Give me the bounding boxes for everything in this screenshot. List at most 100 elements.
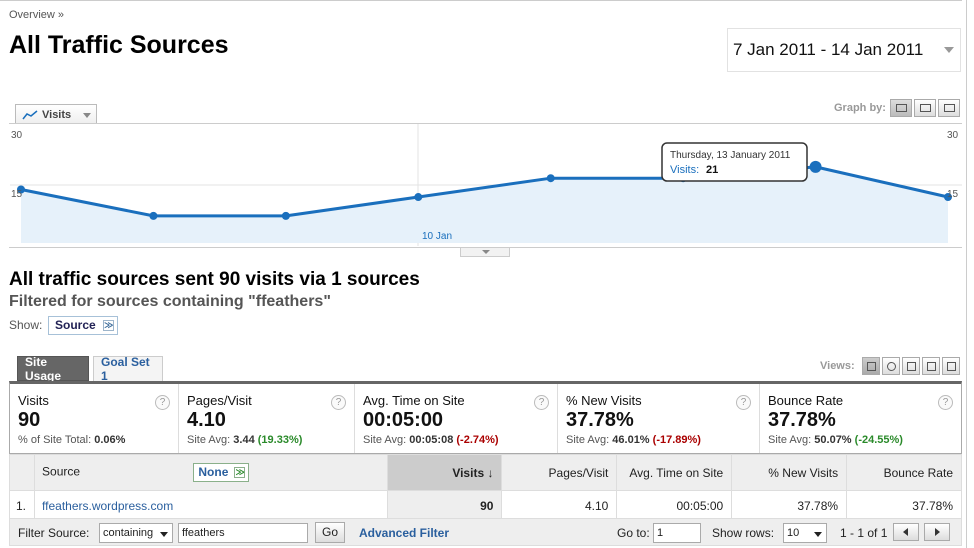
header-pages-visit[interactable]: Pages/Visit (501, 454, 618, 491)
metric-value: 90 (18, 409, 41, 431)
right-border (966, 0, 967, 548)
chevron-right-icon (935, 528, 940, 536)
metric-sub-value: 46.01% (612, 434, 650, 446)
row-pages-visit: 4.10 (501, 490, 618, 521)
date-range-picker[interactable]: 7 Jan 2011 - 14 Jan 2011 (727, 28, 961, 72)
row-new-visits: 37.78% (731, 490, 848, 521)
month-icon (944, 104, 955, 112)
table-header-row: Source None ≫ Visits ↓ Pages/Visit Avg. T… (8, 454, 962, 491)
metric-bounce-rate[interactable]: Bounce Rate 37.78% Site Avg: 50.07% (-24… (760, 384, 961, 453)
chart-point-7[interactable] (809, 160, 822, 173)
chart-point-5[interactable] (546, 174, 555, 183)
chart-point-1[interactable] (17, 185, 25, 194)
header-visits[interactable]: Visits ↓ (386, 454, 503, 491)
metric-visits[interactable]: Visits 90 % of Site Total: 0.06% ? (10, 384, 179, 453)
chart-point-8[interactable] (944, 193, 952, 202)
help-icon[interactable]: ? (155, 395, 170, 410)
goto-input[interactable]: 1 (653, 523, 701, 543)
chart-tooltip: Thursday, 13 January 2011 Visits: 21 (661, 142, 808, 182)
metric-value: 4.10 (187, 409, 226, 431)
metric-label: Pages/Visit (187, 393, 252, 408)
chevron-down-icon (83, 113, 91, 118)
goto-label: Go to: (617, 526, 650, 540)
line-chart-icon (22, 109, 38, 119)
visits-chart: 30 15 30 15 10 Jan Thursday, 13 January … (10, 124, 962, 246)
summary-subtitle: Filtered for sources containing "ffeathe… (9, 293, 331, 310)
dimension-selector[interactable]: Source ≫ (48, 316, 118, 335)
show-rows-select[interactable]: 10 (783, 523, 827, 543)
show-label: Show: (9, 318, 43, 332)
metric-value: 37.78% (566, 409, 634, 431)
advanced-filter-link[interactable]: Advanced Filter (359, 526, 450, 540)
tab-goal-set-1[interactable]: Goal Set 1 (93, 355, 163, 383)
graph-metric-selector[interactable]: Visits (15, 104, 97, 124)
view-comparison-button[interactable] (922, 357, 940, 375)
metric-pages-visit[interactable]: Pages/Visit 4.10 Site Avg: 3.44 (19.33%)… (179, 384, 355, 453)
help-icon[interactable]: ? (331, 395, 346, 410)
view-pie-button[interactable] (882, 357, 900, 375)
chart-point-3[interactable] (281, 211, 290, 220)
x-annotation: 10 Jan (422, 231, 452, 242)
filter-operator-select[interactable]: containing (99, 523, 173, 543)
tab-site-usage[interactable]: Site Usage (17, 355, 89, 383)
next-page-button[interactable] (924, 523, 950, 541)
sort-desc-icon: ↓ (487, 465, 494, 480)
header-index (8, 454, 36, 491)
chart-point-4[interactable] (414, 193, 423, 202)
metric-sub: Site Avg: 3.44 (19.33%) (187, 434, 354, 446)
metric-delta: (-17.89%) (652, 434, 701, 446)
chart-collapse-toggle[interactable] (460, 248, 510, 257)
metric-sub: Site Avg: 46.01% (-17.89%) (566, 434, 759, 446)
metric-avg-time[interactable]: Avg. Time on Site 00:05:00 Site Avg: 00:… (355, 384, 558, 453)
metric-sub-value: 0.06% (94, 434, 126, 446)
metric-sub-prefix: Site Avg: (187, 434, 231, 446)
metric-value: 00:05:00 (363, 409, 444, 431)
metric-label: Avg. Time on Site (363, 393, 465, 408)
pagination-range: 1 - 1 of 1 (840, 526, 888, 540)
metric-sub-value: 3.44 (233, 434, 255, 446)
table-footer: Filter Source: containing ffeathers Go A… (9, 518, 962, 546)
row-visits: 90 (386, 490, 503, 521)
filter-operator-value: containing (103, 527, 154, 539)
y-tick-right-top: 30 (947, 130, 959, 141)
graph-by-month-button[interactable] (938, 99, 960, 117)
chart-point-2[interactable] (149, 211, 158, 220)
week-icon (920, 104, 931, 112)
row-source-link[interactable]: ffeathers.wordpress.com (34, 490, 388, 521)
metric-sub: Site Avg: 50.07% (-24.55%) (768, 434, 961, 446)
metric-sub-prefix: Site Avg: (566, 434, 610, 446)
comparison-icon (927, 362, 936, 371)
header-bounce-rate[interactable]: Bounce Rate (846, 454, 962, 491)
help-icon[interactable]: ? (938, 395, 953, 410)
help-icon[interactable]: ? (534, 395, 549, 410)
graph-by-week-button[interactable] (914, 99, 936, 117)
double-chevron-icon: ≫ (234, 467, 246, 478)
chevron-down-icon (814, 532, 822, 537)
view-table-button[interactable] (862, 357, 880, 375)
tooltip-date: Thursday, 13 January 2011 (670, 150, 791, 161)
header-new-visits[interactable]: % New Visits (731, 454, 848, 491)
header-source[interactable]: Source None ≫ (34, 454, 388, 491)
filter-input[interactable]: ffeathers (178, 523, 308, 543)
help-icon[interactable]: ? (736, 395, 751, 410)
chevron-left-icon (903, 528, 908, 536)
secondary-dimension-selector[interactable]: None ≫ (193, 463, 250, 482)
filter-go-button[interactable]: Go (315, 522, 345, 543)
metric-label: % New Visits (566, 393, 642, 408)
metric-value: 37.78% (768, 409, 836, 431)
dimension-value: Source (55, 318, 96, 332)
header-avg-time[interactable]: Avg. Time on Site (616, 454, 733, 491)
graph-by-day-button[interactable] (890, 99, 912, 117)
top-border (0, 0, 962, 1)
tooltip-box (661, 142, 808, 182)
view-performance-button[interactable] (902, 357, 920, 375)
metric-sub-prefix: % of Site Total: (18, 434, 92, 446)
previous-page-button[interactable] (893, 523, 919, 541)
metric-new-visits[interactable]: % New Visits 37.78% Site Avg: 46.01% (-1… (558, 384, 760, 453)
tooltip-label: Visits: (670, 164, 699, 176)
view-pivot-button[interactable] (942, 357, 960, 375)
header-visits-label: Visits (452, 465, 485, 480)
pie-icon (887, 362, 896, 371)
show-rows-value: 10 (787, 527, 800, 539)
breadcrumb[interactable]: Overview » (9, 9, 65, 21)
